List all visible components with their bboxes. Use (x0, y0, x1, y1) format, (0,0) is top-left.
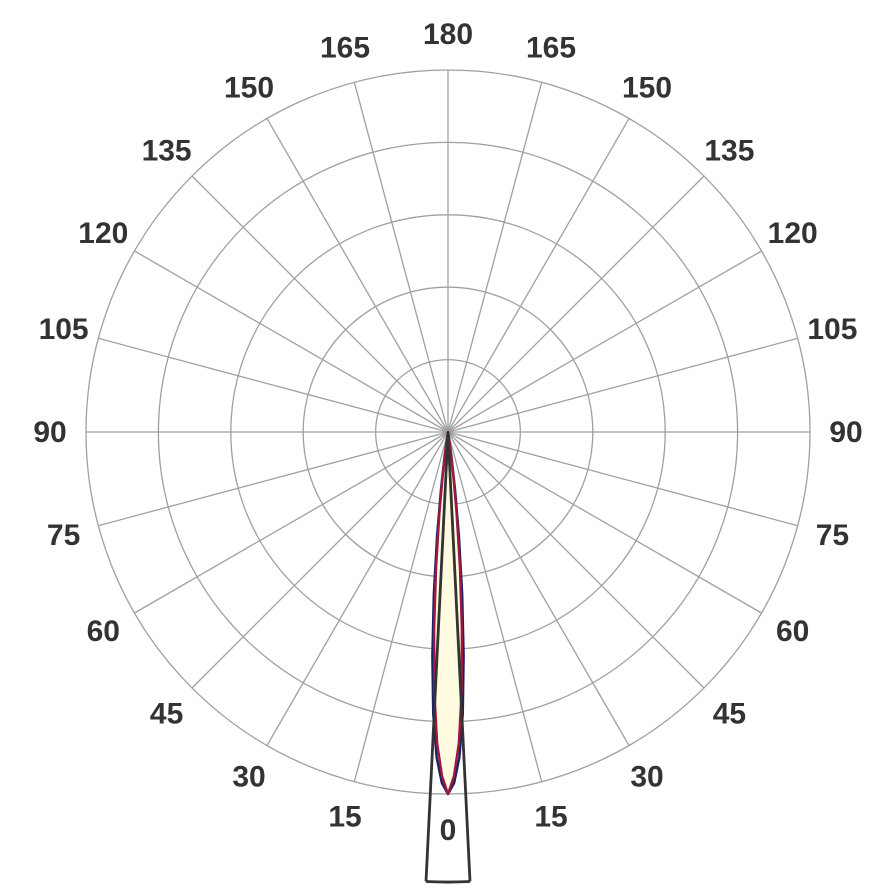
grid-spoke (98, 337, 449, 433)
grid-spoke (191, 175, 449, 433)
angle-tick-label: 30 (630, 761, 663, 794)
grid-spoke (447, 82, 543, 433)
angle-tick-labels: 0 15 30 45 60 75 90 105 120 135 150 165 180 15 30 45 60 7… (33, 18, 862, 847)
grid-spoke (447, 431, 543, 782)
angle-tick-label: 120 (78, 217, 128, 250)
angle-tick-label: 15 (534, 800, 567, 833)
angle-tick-label: 135 (142, 135, 192, 168)
grid-spoke (191, 431, 449, 689)
angle-tick-label: 75 (816, 519, 849, 552)
angle-tick-label: 0 (440, 814, 457, 847)
grid-spoke (447, 431, 798, 527)
angle-tick-label: 165 (526, 32, 576, 65)
grid-spoke (353, 82, 449, 433)
angle-tick-label: 105 (807, 313, 857, 346)
angle-tick-label: 150 (622, 71, 672, 104)
grid-spoke (134, 431, 449, 614)
angle-tick-label: 165 (320, 32, 370, 65)
grid-spoke (353, 431, 449, 782)
grid-spoke (447, 118, 630, 433)
angle-tick-label: 15 (328, 800, 361, 833)
beam-edge-left (424, 431, 450, 882)
grid-spoke (447, 431, 630, 746)
angle-tick-label: 150 (224, 71, 274, 104)
angle-tick-label: 180 (423, 18, 473, 51)
grid-spoke (447, 337, 798, 433)
series-curve-2 (432, 430, 464, 796)
grid-spoke (134, 250, 449, 433)
angle-tick-label: 90 (33, 416, 66, 449)
beam-edge-right (446, 431, 472, 882)
grid-spoke (266, 431, 449, 746)
grid-spoke (266, 118, 449, 433)
angle-tick-label: 45 (150, 697, 183, 730)
grid-spoke (98, 431, 449, 527)
angle-tick-label: 60 (87, 615, 120, 648)
series-layer (431, 430, 465, 796)
angle-tick-label: 45 (713, 697, 746, 730)
angle-tick-label: 120 (768, 217, 818, 250)
grid-spoke (447, 250, 762, 433)
angle-tick-label: 105 (39, 313, 89, 346)
grid-spoke (447, 431, 705, 689)
grid-spoke (447, 175, 705, 433)
angle-tick-label: 75 (47, 519, 80, 552)
beam-arc (425, 880, 471, 884)
angle-tick-label: 90 (829, 416, 862, 449)
angular-grid-spokes (86, 70, 810, 794)
beam-marker (424, 431, 472, 884)
angle-tick-label: 60 (776, 615, 809, 648)
angle-tick-label: 30 (232, 761, 265, 794)
grid-spoke (447, 431, 762, 614)
angle-tick-label: 135 (704, 135, 754, 168)
